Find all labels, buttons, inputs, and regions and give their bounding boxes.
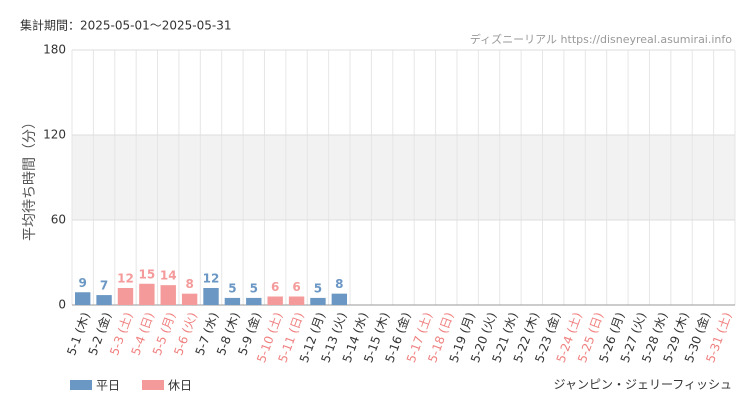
bar	[310, 297, 326, 305]
bar	[139, 283, 155, 305]
y-tick-label: 180	[43, 43, 66, 57]
data-label: 14	[160, 269, 177, 283]
data-label: 12	[117, 272, 134, 286]
data-label: 9	[79, 276, 87, 290]
legend-label: 平日	[96, 379, 120, 393]
bar	[288, 296, 305, 305]
bar	[181, 293, 198, 305]
data-label: 7	[100, 279, 108, 293]
y-tick-label: 0	[58, 298, 66, 312]
bar	[267, 296, 283, 305]
data-label: 5	[314, 281, 322, 295]
bar	[246, 297, 262, 305]
legend-swatch	[142, 380, 164, 390]
footer: ジャンピン・ジェリーフィッシュ	[554, 378, 732, 392]
y-tick-label: 120	[43, 128, 66, 142]
bar	[224, 297, 241, 305]
data-label: 15	[139, 267, 156, 281]
bar	[96, 295, 112, 305]
legend-swatch	[70, 380, 92, 390]
bar	[117, 288, 134, 305]
data-label: 12	[203, 272, 220, 286]
bar	[74, 292, 91, 305]
bar	[160, 285, 176, 305]
legend-label: 休日	[168, 379, 192, 393]
y-tick-label: 60	[51, 213, 66, 227]
bar	[331, 293, 348, 305]
source: ディズニーリアル https://disneyreal.asumirai.inf…	[470, 32, 732, 46]
bar	[203, 288, 219, 305]
data-label: 5	[228, 281, 236, 295]
data-label: 8	[185, 277, 193, 291]
shaded-band	[72, 135, 735, 220]
chart-title: 集計期間：2025-05-01〜2025-05-31	[20, 18, 231, 33]
data-label: 6	[292, 280, 300, 294]
data-label: 5	[250, 281, 258, 295]
data-label: 6	[271, 280, 279, 294]
y-axis-label: 平均待ち時間（分）	[22, 115, 38, 241]
data-label: 8	[335, 277, 343, 291]
